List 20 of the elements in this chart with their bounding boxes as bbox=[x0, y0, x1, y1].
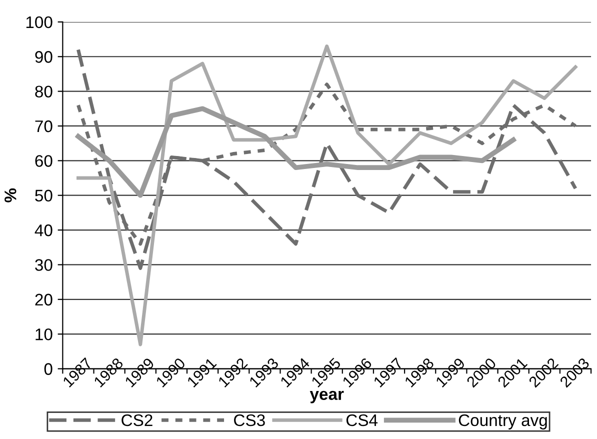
y-tick-label: 90 bbox=[35, 51, 52, 63]
y-axis-title: % bbox=[4, 188, 16, 202]
legend-label: CS4 bbox=[346, 414, 378, 426]
y-tick-label: 0 bbox=[44, 363, 52, 375]
line-series bbox=[76, 48, 578, 270]
y-tick-label: 30 bbox=[35, 259, 52, 271]
y-tick-label: 40 bbox=[34, 224, 52, 236]
y-tick-label: 60 bbox=[35, 155, 52, 167]
x-axis-title: year bbox=[310, 390, 344, 404]
line-series bbox=[76, 44, 578, 346]
y-tick-label: 10 bbox=[36, 328, 52, 340]
line-series bbox=[76, 106, 516, 198]
legend-label: CS3 bbox=[234, 414, 265, 426]
y-tick-label: 100 bbox=[26, 16, 52, 28]
y-tick-label: 50 bbox=[35, 190, 52, 202]
y-tick-label: 70 bbox=[35, 120, 52, 132]
legend-label: Country avg bbox=[458, 414, 547, 430]
legend-label: CS2 bbox=[122, 414, 152, 426]
y-tick-label: 80 bbox=[35, 86, 52, 98]
y-tick-label: 20 bbox=[35, 294, 52, 306]
